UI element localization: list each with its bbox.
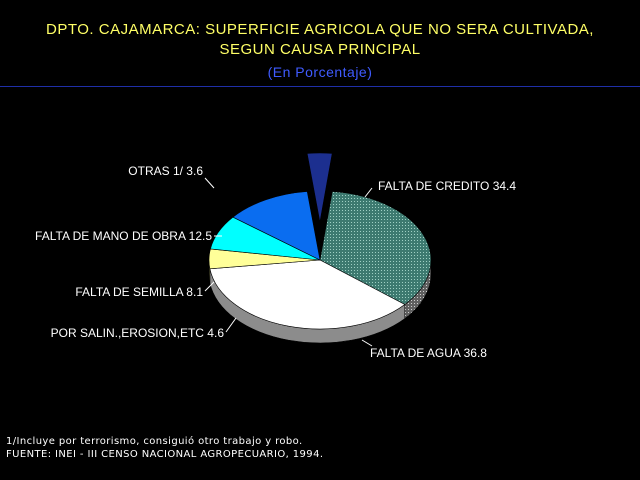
leader-line-falta-de-credito xyxy=(364,187,373,198)
footnote: 1/Incluye por terrorismo, consiguió otro… xyxy=(6,436,303,447)
source-note: FUENTE: INEI - III CENSO NACIONAL AGROPE… xyxy=(6,449,324,460)
chart-subtitle: (En Porcentaje) xyxy=(267,64,373,80)
leader-line-otras-1 xyxy=(204,177,215,189)
slice-label-falta-de-semilla: FALTA DE SEMILLA 8.1 xyxy=(75,285,203,299)
title-divider xyxy=(0,86,640,87)
chart-title-line1: DPTO. CAJAMARCA: SUPERFICIE AGRICOLA QUE… xyxy=(46,21,594,38)
slice-label-otras-1: OTRAS 1/ 3.6 xyxy=(128,164,203,178)
pie-slice-otras-1 xyxy=(306,152,333,223)
slice-label-falta-de-credito: FALTA DE CREDITO 34.4 xyxy=(378,179,516,193)
pie-slice-falta-de-credito xyxy=(319,191,432,305)
slice-label-falta-de-agua: FALTA DE AGUA 36.8 xyxy=(370,346,487,360)
slice-label-falta-de-mano-de-obra: FALTA DE MANO DE OBRA 12.5 xyxy=(35,229,212,243)
chart-title-line2: SEGUN CAUSA PRINCIPAL xyxy=(219,41,421,58)
pie-slice-falta-de-mano-de-obra xyxy=(232,191,321,261)
leader-line-por-salin-erosion-etc xyxy=(225,317,237,333)
leader-line-falta-de-semilla xyxy=(204,281,215,292)
slice-label-por-salin-erosion-etc: POR SALIN.,EROSION,ETC 4.6 xyxy=(51,326,225,340)
leader-line-falta-de-agua xyxy=(361,339,373,347)
pie-slice-falta-de-agua xyxy=(209,259,406,330)
